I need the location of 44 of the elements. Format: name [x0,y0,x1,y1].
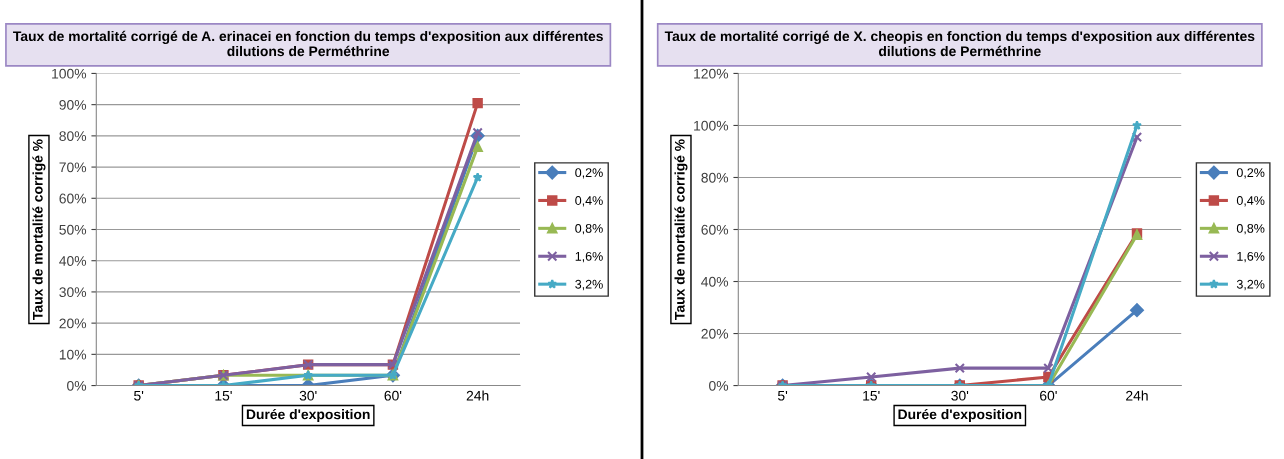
x-tick-label: 5' [134,390,144,401]
y-tick-label: 10% [59,349,87,360]
legend-label: 0,4% [1236,196,1265,207]
y-tick-label: 100% [694,120,729,131]
x-tick-label: 30' [951,390,969,401]
x-tick-label: 60' [384,390,402,401]
x-tick-label: 24h [466,390,489,401]
y-axis-title: Taux de mortalité corrigé % [32,139,46,320]
y-tick-label: 60% [59,193,87,204]
legend-label: 1,6% [575,251,603,263]
x-tick-label: 30' [299,390,317,401]
y-tick-label: 100% [52,68,87,79]
y-tick-label: 70% [59,162,87,173]
x-tick-label: 5' [777,390,788,401]
chart-title: Taux de mortalité corrigé de A. erinacei en fonction du temps d'exposition aux différentes dilutions de Perméthrine [13,30,603,57]
y-tick-label: 120% [694,68,729,79]
x-tick-label: 15' [215,390,232,401]
y-tick-label: 50% [59,224,87,235]
y-tick-label: 20% [59,318,87,329]
y-tick-label: 0% [67,380,87,391]
legend-label: 0,8% [1236,224,1265,235]
y-tick-label: 60% [701,224,729,235]
x-tick-label: 60' [1040,390,1057,401]
x-tick-label: 15' [863,390,880,401]
y-tick-label: 30% [59,287,87,298]
y-tick-label: 80% [59,131,87,142]
y-tick-label: 0% [709,380,729,391]
x-axis-title: Durée d'exposition [246,408,370,422]
x-tick-label: 24h [1126,390,1148,401]
legend-label: 0,8% [575,224,603,235]
y-tick-label: 80% [701,172,729,183]
x-axis-title: Durée d'exposition [898,408,1022,422]
y-axis-title: Taux de mortalité corrigé % [674,139,688,320]
legend-label: 1,6% [1237,251,1265,263]
y-tick-label: 40% [701,276,729,287]
y-tick-label: 20% [701,328,729,339]
chart-title: Taux de mortalité corrigé de X. cheopis en fonction du temps d'exposition aux différentes dilutions de Perméthrine [664,30,1255,57]
legend-label: 3,2% [1236,279,1265,291]
y-tick-label: 90% [59,99,87,110]
legend-label: 3,2% [575,279,603,291]
y-tick-label: 40% [59,256,87,266]
legend-label: 0,2% [575,168,603,179]
legend-label: 0,2% [1236,168,1265,179]
legend-label: 0,4% [575,196,603,207]
